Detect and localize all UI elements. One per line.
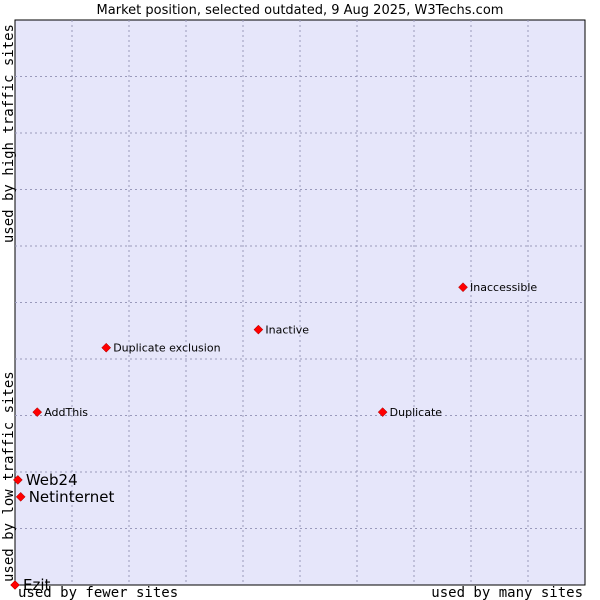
data-point: Netinternet xyxy=(15,488,115,506)
data-point-label: Duplicate xyxy=(390,406,443,419)
data-point-marker xyxy=(32,407,43,417)
data-points: Inaccessible Inactive Duplicate exclusion A… xyxy=(10,281,537,594)
data-point-marker xyxy=(101,342,112,353)
data-point-label: Web24 xyxy=(26,471,78,489)
data-point: Duplicate xyxy=(377,406,443,419)
data-point-label: Ezit xyxy=(23,576,51,594)
y-axis-label-high: used by high traffic sites xyxy=(1,24,17,243)
data-point-marker xyxy=(253,324,264,335)
x-axis-label-low: used by fewer sites xyxy=(18,585,178,600)
data-point: Inaccessible xyxy=(458,281,537,294)
data-point-marker xyxy=(10,580,20,590)
data-point-label: Inaccessible xyxy=(470,281,537,294)
data-point-label: AddThis xyxy=(44,406,88,419)
data-point-label: Duplicate exclusion xyxy=(113,342,220,355)
data-point: Duplicate exclusion xyxy=(101,342,221,355)
y-axis-label-low: used by low traffic sites xyxy=(1,371,17,582)
data-point-marker xyxy=(15,492,26,502)
chart-title: Market position, selected outdated, 9 Au… xyxy=(97,3,504,18)
data-point-label: Netinternet xyxy=(29,488,115,506)
data-point: Web24 xyxy=(12,471,78,489)
data-point: Inactive xyxy=(253,324,309,337)
data-point-marker xyxy=(12,475,23,485)
data-point-label: Inactive xyxy=(265,324,309,337)
data-point-marker xyxy=(458,282,468,293)
data-point: AddThis xyxy=(32,406,88,419)
data-point-marker xyxy=(377,407,388,417)
grid-lines xyxy=(15,20,585,585)
x-axis-label-high: used by many sites xyxy=(431,585,583,600)
data-point: Ezit xyxy=(10,576,51,594)
